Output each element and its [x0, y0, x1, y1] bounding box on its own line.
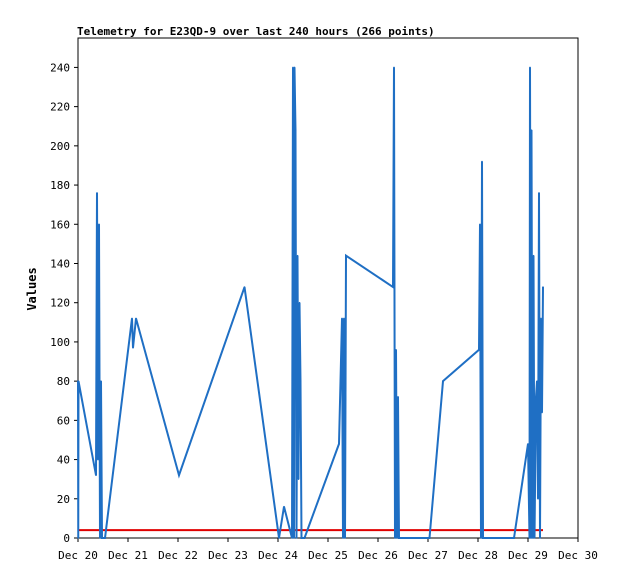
data-point	[295, 537, 298, 539]
y-tick-label: 160	[50, 218, 70, 231]
y-tick-label: 20	[57, 493, 70, 506]
data-point	[528, 537, 531, 539]
data-point	[533, 537, 536, 539]
y-tick-label: 120	[50, 297, 70, 310]
y-tick-label: 100	[50, 336, 70, 349]
data-point	[536, 380, 538, 382]
data-point	[293, 66, 296, 69]
data-point	[342, 537, 344, 539]
x-tick-label: Dec 30	[558, 549, 598, 562]
data-point	[303, 537, 306, 539]
data-point	[101, 537, 103, 539]
data-point	[104, 537, 106, 539]
data-point	[77, 380, 80, 382]
data-point	[283, 505, 285, 508]
data-point	[513, 537, 515, 539]
x-tick-label: Dec 25	[308, 549, 348, 562]
data-point	[535, 396, 537, 398]
data-point	[300, 537, 303, 539]
x-tick-label: Dec 26	[358, 549, 398, 562]
data-point	[529, 66, 531, 69]
x-tick-label: Dec 28	[458, 549, 498, 562]
data-point	[541, 411, 543, 414]
x-tick-label: Dec 29	[508, 549, 548, 562]
data-point	[396, 537, 398, 539]
y-tick-label: 180	[50, 179, 70, 192]
data-point	[77, 537, 80, 539]
data-point	[131, 317, 133, 320]
x-tick-label: Dec 23	[208, 549, 248, 562]
data-point	[243, 286, 246, 288]
data-point	[480, 537, 482, 539]
data-point	[345, 254, 347, 257]
data-point	[540, 317, 542, 320]
data-point	[478, 348, 480, 351]
data-point	[539, 537, 541, 539]
data-point	[341, 317, 343, 320]
y-tick-label: 220	[50, 101, 70, 114]
data-point	[428, 537, 431, 539]
y-axis: 0 20 40 60 80 100 120 140 160 180 200 220 240	[50, 61, 78, 545]
x-tick-label: Dec 27	[408, 549, 448, 562]
data-point	[293, 537, 295, 539]
data-point	[297, 478, 300, 480]
y-tick-label: 240	[50, 61, 70, 74]
data-point	[135, 317, 137, 320]
data-point	[398, 537, 400, 539]
data-point	[296, 254, 299, 257]
chart-title: Telemetry for E23QD-9 over last 240 hour…	[77, 25, 435, 38]
data-point	[100, 380, 102, 382]
y-tick-label: 40	[57, 454, 70, 467]
y-tick-label: 200	[50, 140, 70, 153]
data-point	[542, 286, 544, 288]
data-point	[531, 537, 534, 539]
data-point	[96, 192, 98, 194]
data-point	[294, 129, 297, 131]
data-point	[482, 537, 484, 539]
x-axis: Dec 20 Dec 21 Dec 22 Dec 23 Dec 24 Dec 25 Dec …	[58, 538, 598, 562]
data-point	[292, 66, 294, 69]
data-point	[132, 347, 134, 349]
data-point	[537, 497, 539, 500]
series-layer	[77, 66, 544, 539]
data-point	[338, 443, 340, 445]
data-point	[394, 537, 396, 539]
data-point	[299, 380, 302, 382]
data-point	[99, 537, 101, 539]
data-point	[95, 474, 97, 477]
data-point	[98, 223, 100, 226]
x-tick-label: Dec 22	[158, 549, 198, 562]
data-point	[343, 317, 345, 320]
data-point	[527, 443, 529, 445]
y-axis-label: Values	[25, 267, 39, 310]
data-point	[538, 192, 540, 194]
data-point	[97, 458, 99, 461]
data-point	[530, 537, 532, 539]
data-point	[481, 160, 483, 163]
data-point	[298, 301, 301, 304]
data-point	[178, 474, 180, 477]
data-point	[278, 537, 280, 539]
x-tick-label: Dec 20	[58, 549, 98, 562]
y-tick-label: 60	[57, 414, 70, 427]
data-point	[291, 537, 293, 539]
y-tick-label: 0	[63, 532, 70, 545]
data-point	[532, 254, 535, 257]
data-point	[395, 348, 397, 351]
data-point	[530, 129, 533, 131]
data-point	[397, 396, 399, 398]
data-point	[479, 223, 481, 226]
data-point	[392, 286, 394, 288]
data-point	[344, 537, 346, 539]
x-tick-label: Dec 24	[258, 549, 298, 562]
data-point	[442, 380, 444, 382]
x-tick-label: Dec 21	[108, 549, 148, 562]
y-tick-label: 80	[57, 375, 70, 388]
data-point	[393, 66, 395, 69]
y-tick-label: 140	[50, 257, 70, 270]
